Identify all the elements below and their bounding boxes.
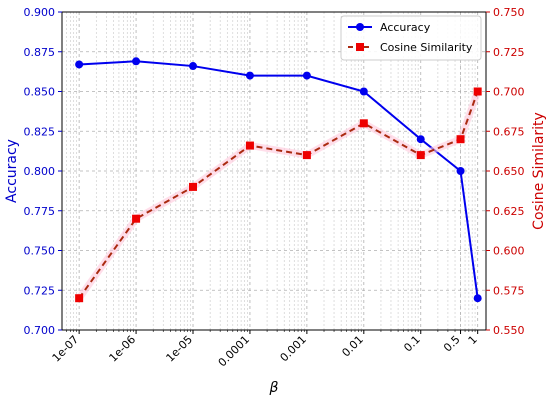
accuracy-point xyxy=(189,62,198,71)
accuracy-point xyxy=(456,167,465,175)
x-tick-label: 0.5 xyxy=(441,333,463,355)
y-left-tick-label: 0.850 xyxy=(24,86,56,99)
y-left-tick-label: 0.800 xyxy=(24,165,56,178)
right-axis-label: Cosine Similarity xyxy=(531,112,547,230)
x-axis-label: β xyxy=(269,380,279,396)
accuracy-point xyxy=(302,71,311,80)
legend: Accuracy Cosine Similarity xyxy=(340,15,482,61)
x-tick-label: 0.0001 xyxy=(216,333,252,369)
x-tick-label: 1 xyxy=(466,333,480,347)
legend-label-accuracy: Accuracy xyxy=(380,21,431,34)
cosine-similarity-point xyxy=(416,151,425,160)
y-right-tick-label: 0.675 xyxy=(493,125,525,138)
x-tick-label: 1e-07 xyxy=(50,333,82,365)
legend-box xyxy=(340,15,482,61)
cosine-similarity-point xyxy=(456,135,465,144)
accuracy-point xyxy=(75,60,84,69)
left-axis-label: Accuracy xyxy=(4,139,20,203)
y-left-tick-label: 0.700 xyxy=(24,324,56,337)
y-left-tick-label: 0.900 xyxy=(24,6,56,19)
cosine-similarity-point xyxy=(132,214,141,223)
cosine-similarity-line xyxy=(78,91,479,299)
x-tick-label: 0.01 xyxy=(339,333,366,360)
cosine-similarity-point xyxy=(245,141,254,150)
series-layer xyxy=(75,57,482,303)
y-right-tick-label: 0.575 xyxy=(493,284,525,297)
x-tick-label: 1e-06 xyxy=(107,333,139,365)
y-right-tick-label: 0.700 xyxy=(493,86,525,99)
y-right-tick-label: 0.625 xyxy=(493,205,525,218)
ticks: 1e-07 1e-06 1e-05 0.0001 0.001 0.01 0.1 0.5 1 0.7… xyxy=(24,6,525,369)
cosine-similarity-glow xyxy=(75,88,482,302)
y-left-tick-label: 0.775 xyxy=(24,205,56,218)
x-tick-label: 0.001 xyxy=(278,333,309,364)
cosine-similarity-point xyxy=(359,119,368,128)
accuracy-point xyxy=(359,87,368,96)
accuracy-point xyxy=(416,135,425,144)
cosine-similarity-point xyxy=(302,151,311,160)
y-left-tick-label: 0.725 xyxy=(24,284,56,297)
x-tick-label: 0.1 xyxy=(401,333,423,355)
legend-marker-cosine xyxy=(356,43,364,51)
y-right-tick-label: 0.650 xyxy=(493,165,525,178)
y-right-tick-label: 0.750 xyxy=(493,6,525,19)
legend-label-cosine: Cosine Similarity xyxy=(380,41,473,54)
cosine-similarity-point xyxy=(473,87,482,96)
y-left-tick-label: 0.750 xyxy=(24,245,56,258)
y-right-tick-label: 0.550 xyxy=(493,324,525,337)
cosine-similarity-point xyxy=(75,294,84,303)
y-right-tick-label: 0.600 xyxy=(493,245,525,258)
accuracy-point xyxy=(132,57,141,66)
grid xyxy=(62,11,486,331)
y-right-tick-label: 0.725 xyxy=(493,46,525,59)
x-tick-label: 1e-05 xyxy=(163,333,195,365)
y-left-tick-label: 0.875 xyxy=(24,46,56,59)
legend-marker-accuracy xyxy=(356,23,364,31)
cosine-similarity-point xyxy=(189,182,198,191)
accuracy-point xyxy=(473,294,482,303)
y-left-tick-label: 0.825 xyxy=(24,125,56,138)
accuracy-point xyxy=(245,71,254,80)
